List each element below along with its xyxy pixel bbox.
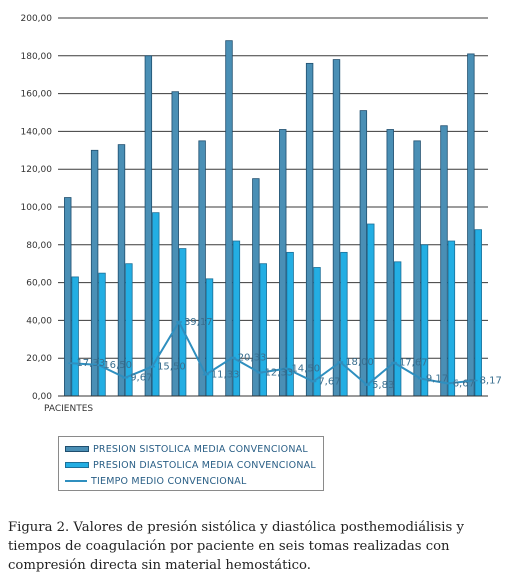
legend-item-time: TIEMPO MEDIO CONVENCIONAL [65, 473, 317, 489]
y-tick-label: 20,00 [26, 354, 52, 364]
bar-systolic [225, 40, 233, 397]
bar-systolic [386, 129, 394, 397]
time-data-label: 20,33 [238, 353, 267, 364]
y-tick-label: 200,00 [21, 14, 53, 24]
y-axis-ticks: 0,00 20,00 40,00 60,00 80,00 100,00 120,00 140,… [21, 14, 53, 402]
legend-label-diastolic: PRESION DIASTOLICA MEDIA CONVENCIONAL [93, 459, 316, 471]
time-data-label: 18,00 [345, 357, 374, 368]
time-data-label: 6,67 [453, 378, 475, 389]
bar-diastolic [367, 223, 375, 397]
legend-label-systolic: PRESION SISTOLICA MEDIA CONVENCIONAL [93, 443, 308, 455]
y-tick-label: 140,00 [21, 127, 53, 137]
legend-item-systolic: PRESION SISTOLICA MEDIA CONVENCIONAL [65, 441, 317, 457]
time-data-label: 8,17 [480, 376, 502, 387]
time-data-label: 15,50 [157, 362, 186, 373]
time-data-label: 39,17 [184, 317, 213, 328]
bar-systolic [198, 140, 206, 397]
bar-diastolic [340, 251, 348, 397]
bar-systolic [467, 53, 475, 397]
legend-label-time: TIEMPO MEDIO CONVENCIONAL [91, 475, 247, 487]
y-tick-label: 0,00 [32, 392, 52, 402]
time-data-label: 17,67 [399, 358, 428, 369]
data-labels: 17,3316,509,6715,5039,1711,3320,3312,331… [76, 317, 501, 391]
y-tick-label: 100,00 [21, 203, 53, 213]
bar-systolic [440, 125, 448, 397]
bar-systolic [117, 144, 126, 397]
bar-systolic [332, 59, 341, 397]
bar-systolic [144, 55, 153, 397]
figure-caption: Figura 2. Valores de presión sistólica y… [8, 520, 464, 573]
time-data-label: 12,33 [265, 368, 294, 379]
legend-swatch-systolic [65, 446, 89, 452]
bar-systolic [64, 197, 72, 397]
y-tick-label: 180,00 [21, 52, 53, 62]
legend-swatch-diastolic [65, 462, 89, 468]
bar-diastolic [98, 272, 106, 397]
time-data-label: 9,17 [426, 374, 448, 385]
bar-diastolic [393, 261, 402, 397]
bar-diastolic [71, 276, 79, 397]
time-data-label: 14,50 [291, 364, 320, 375]
time-data-label: 9,67 [130, 373, 152, 384]
bar-diastolic [474, 229, 482, 397]
legend-swatch-time [65, 480, 87, 482]
bar-systolic [359, 110, 368, 397]
y-tick-label: 120,00 [21, 165, 53, 175]
time-data-label: 11,33 [211, 370, 240, 381]
time-line [68, 319, 478, 387]
legend: PRESION SISTOLICA MEDIA CONVENCIONAL PRE… [58, 436, 324, 491]
time-series-line [71, 319, 475, 387]
bar-systolic [279, 129, 287, 397]
y-tick-label: 60,00 [26, 279, 52, 289]
time-data-label: 16,50 [103, 360, 132, 371]
x-axis-label: PACIENTES [44, 404, 93, 414]
y-tick-label: 80,00 [26, 241, 52, 251]
bar-systolic [305, 62, 314, 397]
y-tick-label: 160,00 [21, 90, 53, 100]
bars [64, 40, 482, 397]
bar-diastolic [447, 240, 456, 397]
legend-item-diastolic: PRESION DIASTOLICA MEDIA CONVENCIONAL [65, 457, 317, 473]
y-tick-label: 40,00 [26, 316, 52, 326]
bar-systolic [171, 91, 179, 397]
chart: 0,00 20,00 40,00 60,00 80,00 100,00 120,00 140,… [21, 14, 502, 414]
time-data-label: 17,33 [76, 358, 105, 369]
time-data-label: 7,67 [318, 377, 340, 388]
time-data-label: 5,83 [372, 380, 394, 391]
